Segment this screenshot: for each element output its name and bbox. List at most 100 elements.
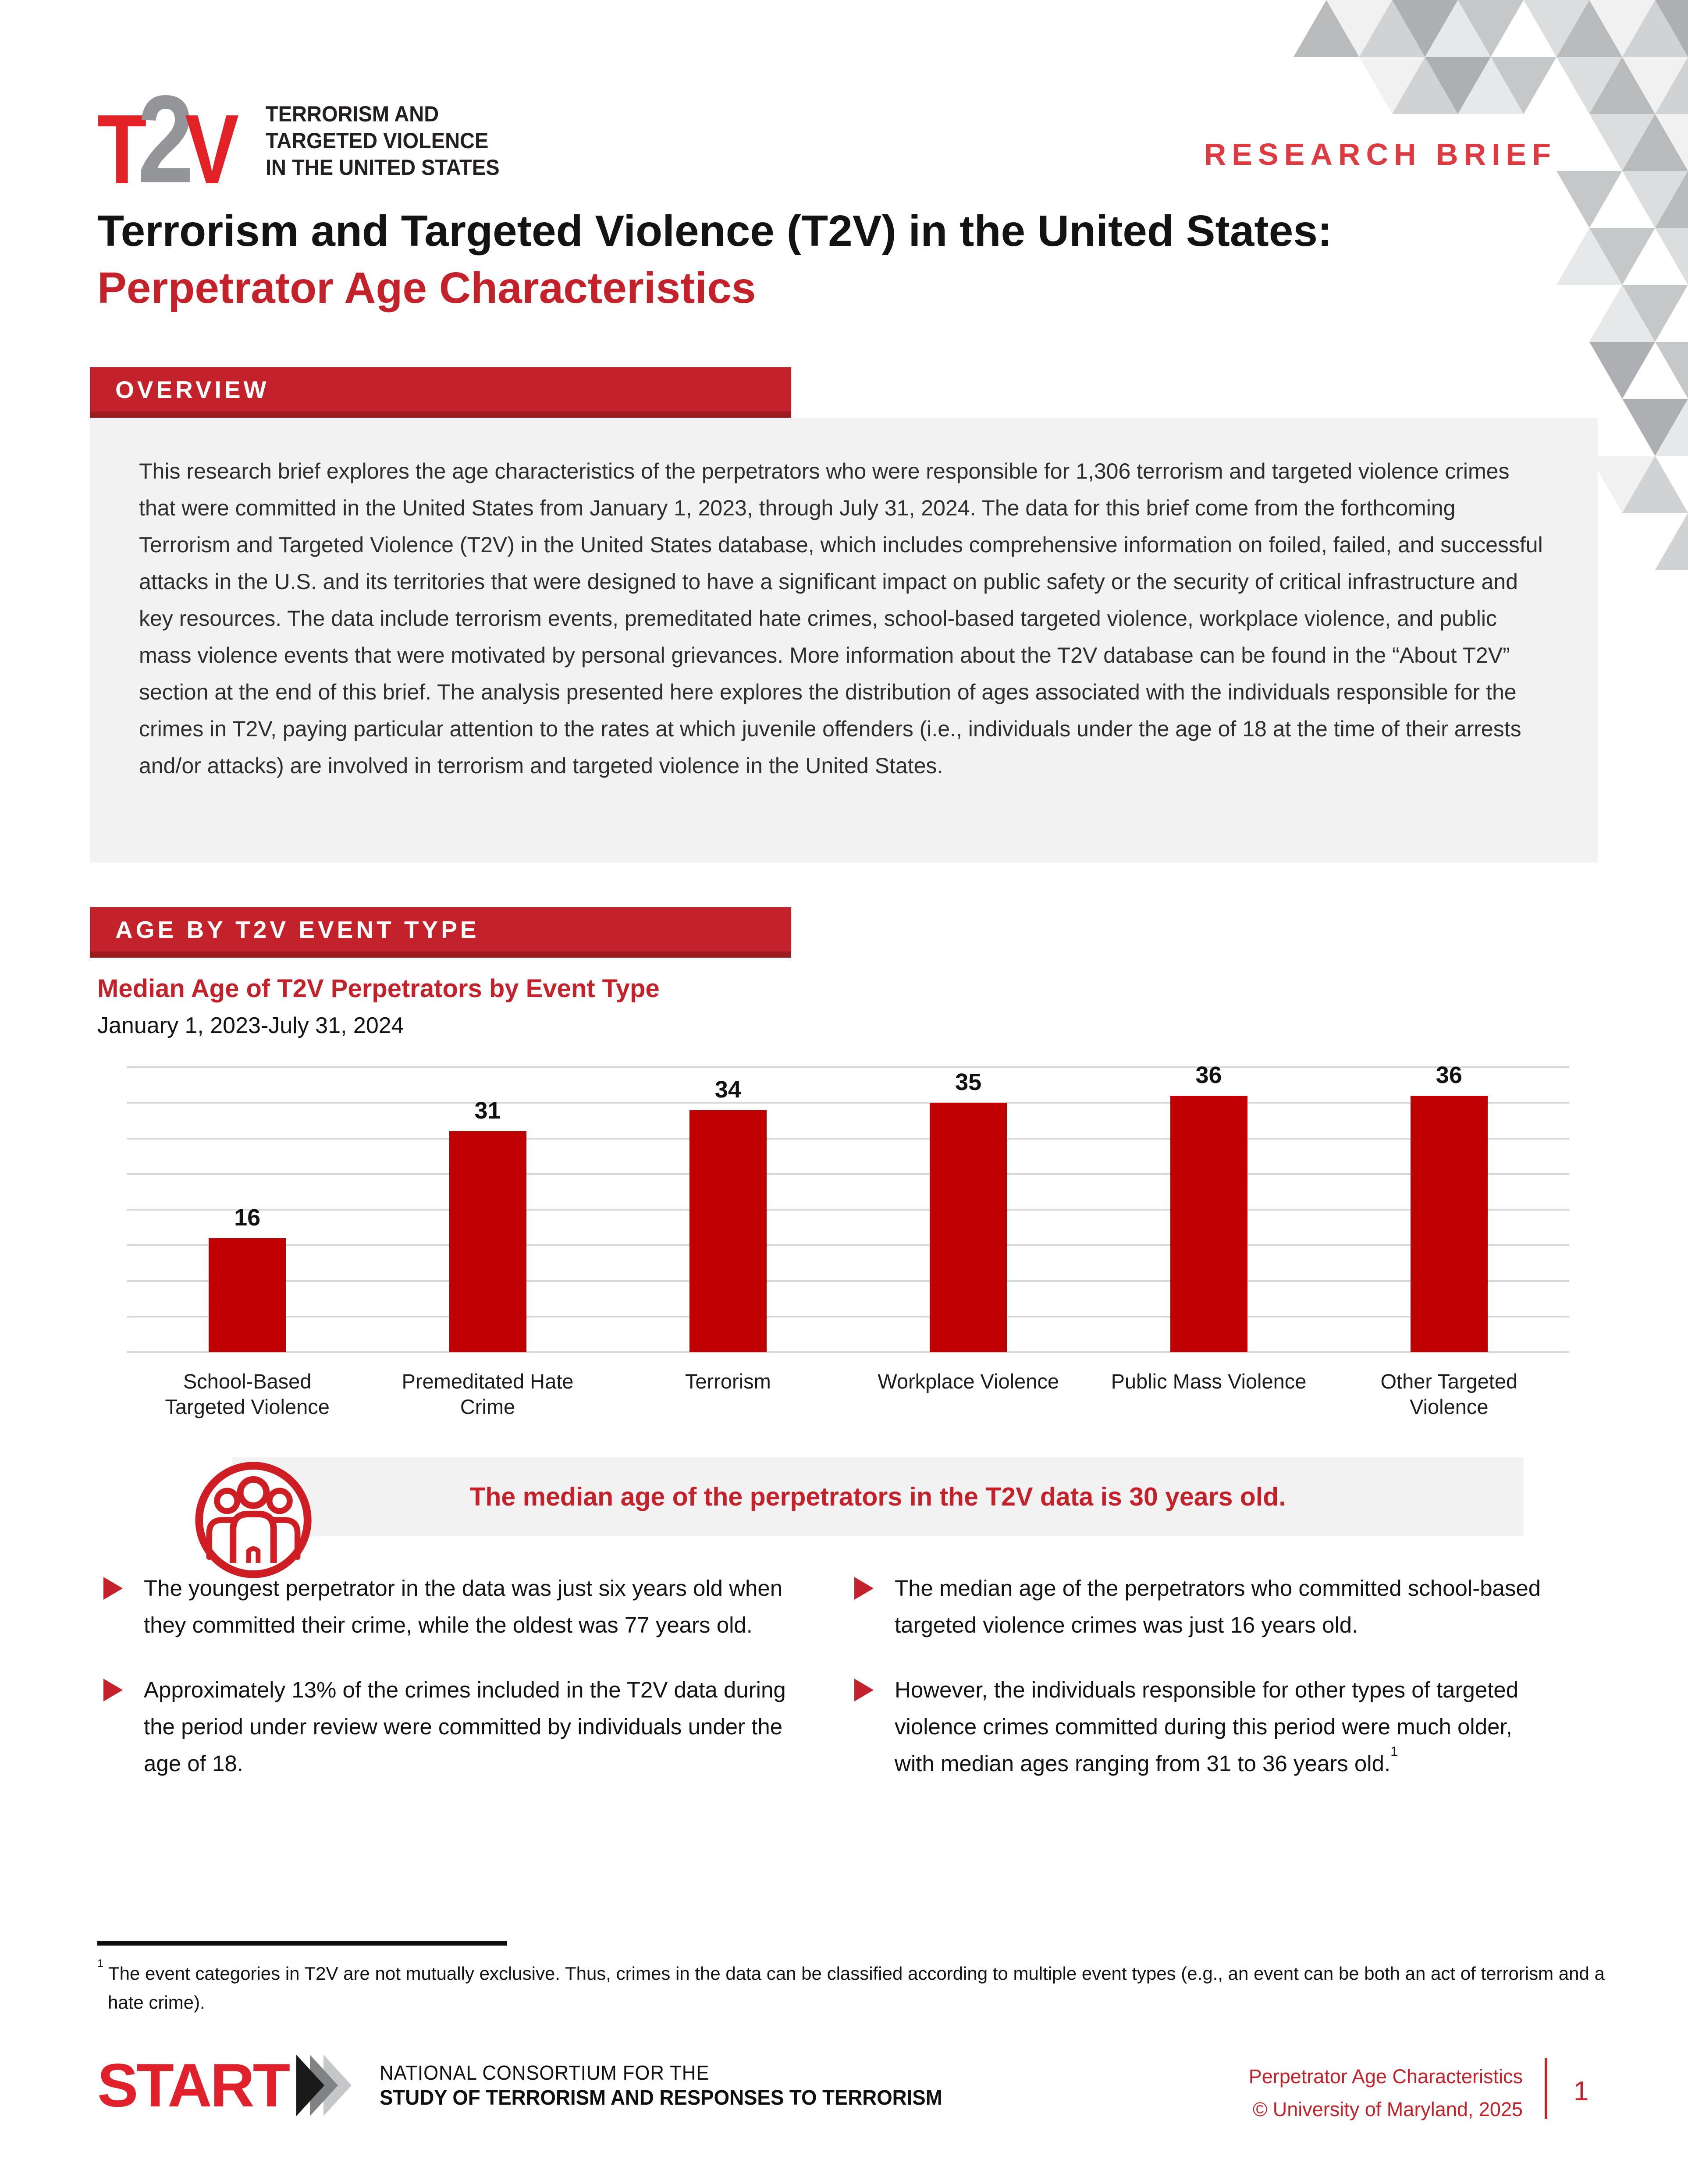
mosaic-triangle [1655, 399, 1688, 456]
bullet-item: The youngest perpetrator in the data was… [102, 1570, 788, 1644]
t2v-logo-wordmark: TERRORISM AND TARGETED VIOLENCE IN THE U… [266, 88, 500, 181]
start-logo-wordmark: START [97, 2051, 290, 2120]
mosaic-triangle [1622, 0, 1688, 57]
category-label: Public Mass Violence [1111, 1370, 1307, 1393]
footer-copyright: © University of Maryland, 2025 [1253, 2098, 1523, 2120]
mosaic-triangle [1392, 0, 1458, 57]
people-group-icon [195, 1462, 312, 1578]
mosaic-triangle [1359, 57, 1425, 114]
gridline [127, 1173, 1569, 1175]
mosaic-triangle [1622, 57, 1688, 114]
gridline [127, 1209, 1569, 1211]
bar [1410, 1096, 1488, 1352]
bar [1170, 1096, 1247, 1352]
mosaic-triangle [1458, 57, 1524, 114]
category-label: Premeditated Hate Crime [402, 1370, 574, 1418]
footnote-reference: 1 [1390, 1744, 1398, 1759]
t2v-logo-letter-t: T [97, 93, 147, 204]
gridline [127, 1351, 1569, 1353]
mosaic-triangle [1589, 57, 1655, 114]
mosaic-triangle [1655, 0, 1688, 57]
page-title-red: Perpetrator Age Characteristics [97, 263, 756, 313]
mosaic-triangle [1589, 285, 1655, 342]
bullet-item: The median age of the perpetrators who c… [853, 1570, 1547, 1644]
mosaic-triangle [1557, 228, 1622, 285]
t2v-logo-letter-2: 2 [137, 70, 195, 209]
start-consortium-line2: STUDY OF TERRORISM AND RESPONSES TO TERR… [380, 2086, 942, 2109]
overview-body-text: This research brief explores the age cha… [139, 459, 1543, 778]
bar [449, 1131, 526, 1352]
mosaic-triangle [1622, 399, 1688, 456]
mosaic-triangle [1425, 57, 1491, 114]
bullet-item: However, the individuals responsible for… [853, 1672, 1547, 1782]
bullet-text: The median age of the perpetrators who c… [895, 1576, 1541, 1637]
t2v-logo: T 2 V TERRORISM AND TARGETED VIOLENCE IN… [97, 70, 515, 209]
mosaic-triangle [1589, 114, 1655, 171]
page-number: 1 [1574, 2076, 1589, 2106]
start-logo-chevrons-icon [296, 2055, 352, 2116]
category-label: Workplace Violence [878, 1370, 1059, 1393]
page-title: Terrorism and Targeted Violence (T2V) in… [97, 202, 1601, 316]
bullet-text: However, the individuals responsible for… [895, 1677, 1519, 1776]
mosaic-triangle [1326, 0, 1392, 57]
mosaic-triangle [1622, 114, 1688, 171]
research-brief-kicker: RESEARCH BRIEF [1204, 137, 1557, 171]
mosaic-triangle [1359, 0, 1425, 57]
start-logo: START NATIONAL CONSORTIUM FOR THE STUDY … [97, 2055, 972, 2116]
footer-doc-title: Perpetrator Age Characteristics [1248, 2065, 1523, 2088]
gridline [127, 1137, 1569, 1140]
footnote-text: The event categories in T2V are not mutu… [103, 1963, 1605, 2013]
t2v-logo-line1: TERRORISM AND [266, 102, 439, 126]
mosaic-triangle [1392, 57, 1458, 114]
mosaic-triangle [1491, 57, 1557, 114]
category-label: Terrorism [685, 1370, 771, 1393]
bullet-column-left: The youngest perpetrator in the data was… [102, 1570, 788, 1810]
footnote-marker: 1 [97, 1957, 104, 1970]
mosaic-triangle [1589, 0, 1655, 57]
mosaic-triangle [1655, 114, 1688, 171]
mosaic-triangle [1589, 171, 1655, 228]
bullet-text: The youngest perpetrator in the data was… [144, 1576, 783, 1637]
bullet-arrow-icon [854, 1679, 874, 1701]
footnote: 1 The event categories in T2V are not mu… [97, 1957, 1629, 2017]
mosaic-triangle [1622, 285, 1688, 342]
page-title-black: Terrorism and Targeted Violence (T2V) in… [97, 206, 1333, 256]
bullet-arrow-icon [103, 1679, 123, 1701]
triangle-mosaic-decoration [1294, 0, 1688, 570]
gridline [127, 1244, 1569, 1246]
footnote-divider [97, 1941, 507, 1946]
gridline [127, 1066, 1569, 1068]
start-consortium-line1: NATIONAL CONSORTIUM FOR THE [380, 2061, 710, 2084]
gridline [127, 1280, 1569, 1282]
mosaic-triangle [1622, 456, 1688, 513]
bar-value-label: 34 [714, 1076, 741, 1103]
bar-value-label: 36 [1436, 1062, 1462, 1088]
mosaic-triangle [1557, 171, 1622, 228]
mosaic-triangle [1294, 0, 1359, 57]
mosaic-triangle [1458, 0, 1524, 57]
mosaic-triangle [1622, 228, 1688, 285]
bullet-arrow-icon [854, 1577, 874, 1600]
mosaic-triangle [1557, 0, 1622, 57]
t2v-logo-line3: IN THE UNITED STATES [266, 155, 500, 180]
mosaic-triangle [1491, 0, 1557, 57]
mosaic-triangle [1425, 0, 1491, 57]
gridline [127, 1102, 1569, 1104]
overview-box: This research brief explores the age cha… [90, 418, 1598, 863]
bar-value-label: 35 [955, 1069, 982, 1096]
bullet-arrow-icon [103, 1577, 123, 1600]
overview-section-banner: OVERVIEW [90, 367, 791, 418]
chart-title: Median Age of T2V Perpetrators by Event … [97, 974, 660, 1003]
bullet-column-right: The median age of the perpetrators who c… [853, 1570, 1547, 1810]
chart-subtitle: January 1, 2023-July 31, 2024 [97, 1013, 404, 1038]
mosaic-triangle [1524, 0, 1589, 57]
bar [930, 1103, 1007, 1352]
category-label: Other Targeted Violence [1380, 1370, 1518, 1418]
mosaic-triangle [1655, 228, 1688, 285]
mosaic-triangle [1655, 171, 1688, 228]
footer-meta: Perpetrator Age Characteristics © Univer… [1249, 2060, 1523, 2126]
mosaic-triangle [1557, 114, 1622, 171]
mosaic-triangle [1589, 456, 1655, 513]
mosaic-triangle [1655, 57, 1688, 114]
